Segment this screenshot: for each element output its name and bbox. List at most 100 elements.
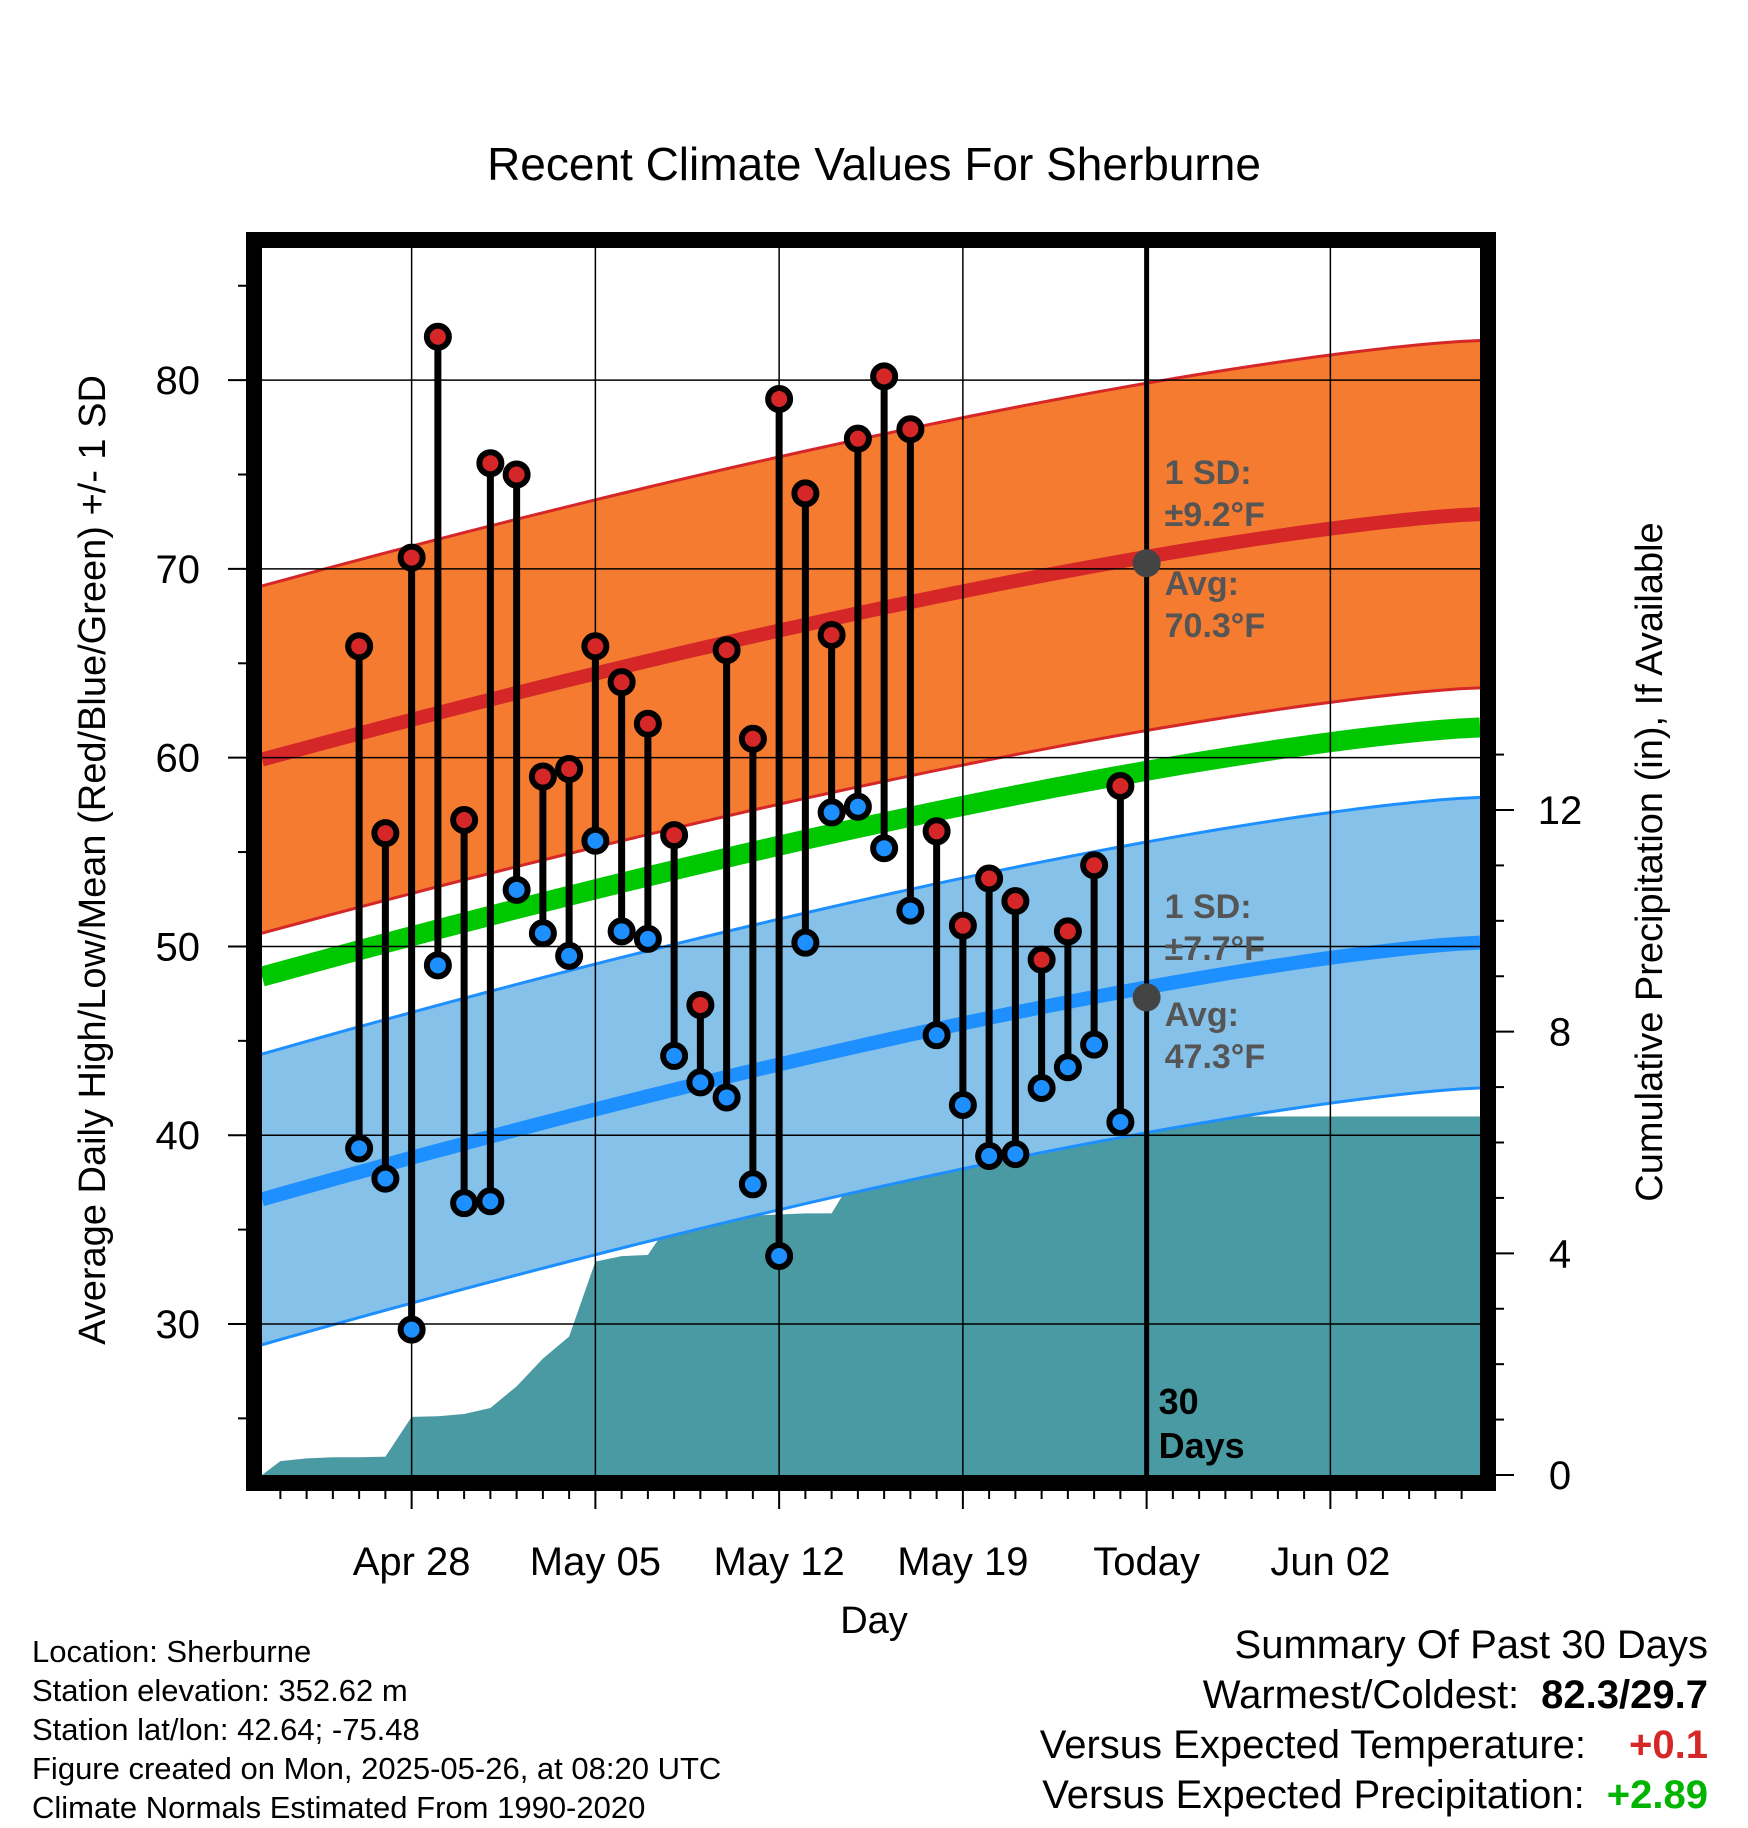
- high-point: [712, 636, 741, 665]
- high-avg-value: 70.3°F: [1165, 607, 1266, 645]
- high-point: [791, 479, 820, 508]
- window-label-text: Days: [1159, 1425, 1245, 1466]
- low-avg-value: 47.3°F: [1165, 1038, 1266, 1076]
- high-avg-marker: [1132, 549, 1161, 578]
- y-right-tick-label: 8: [1549, 1011, 1571, 1055]
- precip-area: [262, 1116, 1480, 1475]
- high-point: [345, 632, 374, 661]
- y-left-axis-title: Average Daily High/Low/Mean (Red/Blue/Gr…: [72, 375, 114, 1345]
- low-sd-band-lower-edge: [262, 1086, 1480, 1347]
- warm-cold-value: 82.3/29.7: [1541, 1673, 1708, 1717]
- high-point: [1027, 945, 1056, 974]
- low-point: [1080, 1030, 1109, 1059]
- low-point: [581, 826, 610, 855]
- low-point: [1001, 1140, 1030, 1169]
- low-point: [450, 1189, 479, 1218]
- low-point: [476, 1187, 505, 1216]
- high-point: [555, 755, 584, 784]
- warm-cold-label: Warmest/Coldest:: [1202, 1673, 1520, 1717]
- x-tick-label: Today: [1093, 1540, 1200, 1584]
- precip-value: +2.89: [1606, 1773, 1708, 1817]
- high-point: [397, 543, 426, 572]
- window-label-number: 30: [1159, 1381, 1199, 1422]
- high-point: [765, 385, 794, 414]
- normals-text: Climate Normals Estimated From 1990-2020: [32, 1790, 646, 1825]
- low-point: [843, 792, 872, 821]
- high-point: [660, 821, 689, 850]
- low-point: [1106, 1108, 1135, 1137]
- high-point: [581, 632, 610, 661]
- low-point: [870, 834, 899, 863]
- latlon-text: Station lat/lon: 42.64; -75.48: [32, 1712, 420, 1747]
- y-left-tick-label: 40: [156, 1114, 201, 1158]
- high-point: [528, 762, 557, 791]
- low-point: [502, 875, 531, 904]
- high-point: [633, 709, 662, 738]
- high-point: [1053, 917, 1082, 946]
- summary-title: Summary Of Past 30 Days: [1234, 1623, 1708, 1667]
- low-sd-value: ±7.7°F: [1165, 930, 1265, 968]
- low-point: [371, 1164, 400, 1193]
- low-point: [633, 924, 662, 953]
- low-sd-band: [262, 797, 1480, 1345]
- low-point: [896, 896, 925, 925]
- y-right-tick-label: 12: [1538, 789, 1583, 833]
- low-point: [397, 1315, 426, 1344]
- x-axis-title: Day: [840, 1600, 908, 1642]
- y-right-tick-label: 4: [1549, 1232, 1571, 1276]
- low-point: [686, 1068, 715, 1097]
- high-normal-line: [262, 507, 1480, 767]
- low-point: [791, 928, 820, 957]
- high-point: [817, 620, 846, 649]
- high-point: [686, 990, 715, 1019]
- low-point: [922, 1021, 951, 1050]
- low-point: [712, 1083, 741, 1112]
- high-point: [423, 322, 452, 351]
- plot-area: [262, 248, 1480, 1475]
- high-point: [1080, 851, 1109, 880]
- low-point: [345, 1134, 374, 1163]
- low-point: [975, 1141, 1004, 1170]
- low-point: [528, 919, 557, 948]
- high-point: [502, 460, 531, 489]
- low-point: [738, 1170, 767, 1199]
- temp-row: Versus Expected Temperature: +0.1: [1040, 1720, 1708, 1770]
- created-text: Figure created on Mon, 2025-05-26, at 08…: [32, 1751, 722, 1786]
- x-tick-label: May 19: [897, 1540, 1028, 1584]
- x-tick-label: Apr 28: [353, 1540, 471, 1584]
- low-point: [1053, 1053, 1082, 1082]
- plot-frame: [246, 232, 1496, 1491]
- low-avg-label: Avg:: [1165, 996, 1239, 1034]
- low-point: [555, 941, 584, 970]
- high-point: [450, 805, 479, 834]
- summary-panel: Summary Of Past 30 Days Warmest/Coldest:…: [1040, 1620, 1708, 1820]
- precip-row: Versus Expected Precipitation: +2.89: [1040, 1770, 1708, 1820]
- high-point: [922, 817, 951, 846]
- x-tick-label: May 05: [530, 1540, 661, 1584]
- high-point: [738, 724, 767, 753]
- high-avg-label: Avg:: [1165, 565, 1239, 603]
- y-right-axis-title: Cumulative Precipitation (in), If Availa…: [1629, 522, 1671, 1201]
- high-point: [896, 415, 925, 444]
- warm-cold-row: Warmest/Coldest: 82.3/29.7: [1040, 1670, 1708, 1720]
- low-point: [660, 1041, 689, 1070]
- low-point: [607, 917, 636, 946]
- high-point: [476, 449, 505, 478]
- station-info: Location: Sherburne Station elevation: 3…: [32, 1632, 721, 1827]
- low-sd-label: 1 SD:: [1165, 888, 1252, 926]
- high-point: [843, 424, 872, 453]
- precip-label: Versus Expected Precipitation:: [1042, 1773, 1585, 1817]
- high-point: [948, 911, 977, 940]
- high-sd-value: ±9.2°F: [1165, 496, 1265, 534]
- high-point: [1001, 887, 1030, 916]
- x-tick-label: May 12: [714, 1540, 845, 1584]
- high-point: [371, 819, 400, 848]
- chart-title: Recent Climate Values For Sherburne: [487, 138, 1261, 190]
- low-point: [1027, 1074, 1056, 1103]
- x-tick-label: Jun 02: [1270, 1540, 1390, 1584]
- high-sd-label: 1 SD:: [1165, 454, 1252, 492]
- low-point: [948, 1091, 977, 1120]
- temp-value: +0.1: [1629, 1723, 1708, 1767]
- location-text: Location: Sherburne: [32, 1634, 312, 1669]
